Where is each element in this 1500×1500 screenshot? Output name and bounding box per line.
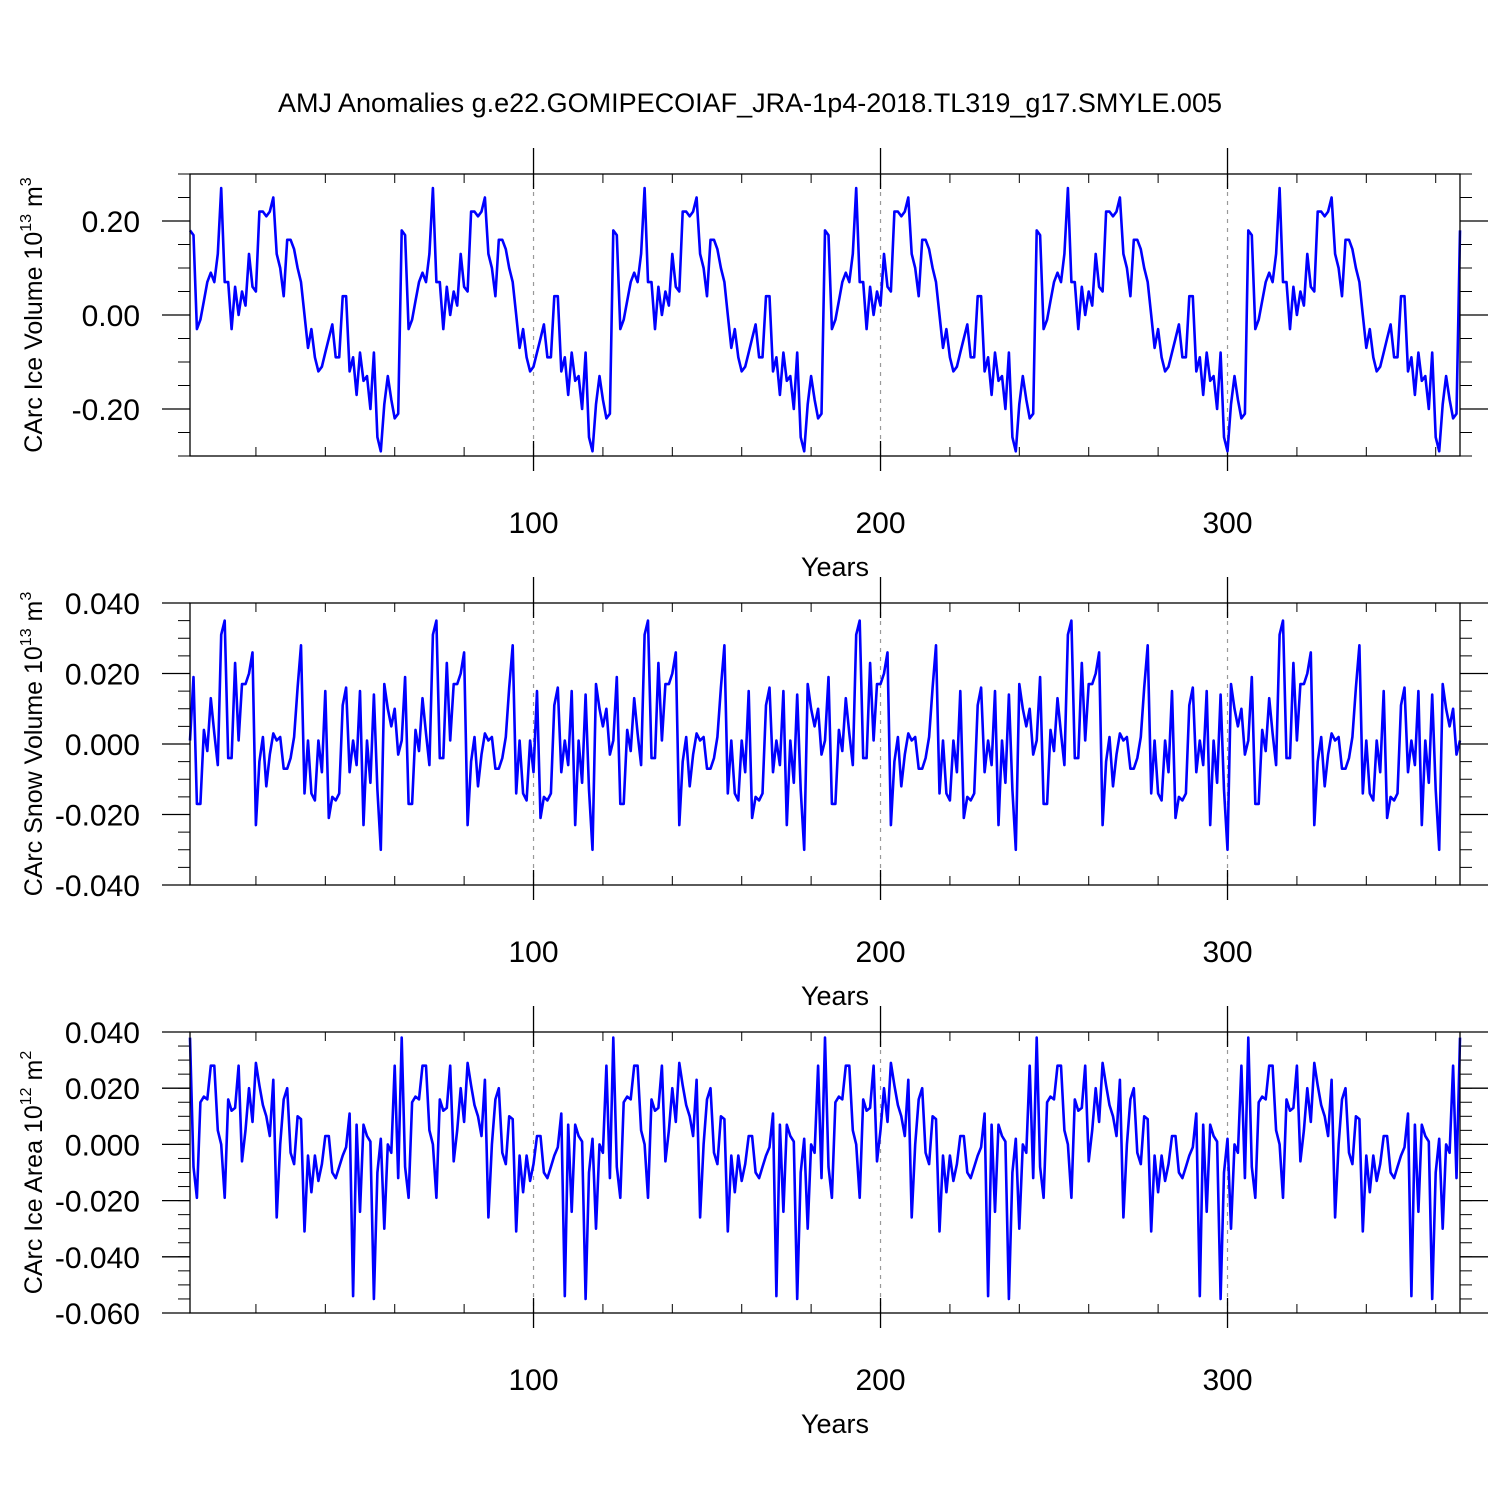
y-tick-label: -0.020 bbox=[55, 1186, 140, 1219]
x-tick-label: 200 bbox=[855, 936, 905, 969]
plot-frame bbox=[189, 1031, 1461, 1314]
y-axis-title: CArc Ice Volume 1013 m3 bbox=[18, 177, 48, 453]
y-axis-title-unit-exponent: 3 bbox=[18, 592, 35, 601]
y-axis-title-unit: m bbox=[20, 1060, 48, 1088]
y-tick-label: 0.00 bbox=[82, 300, 140, 333]
series-line bbox=[188, 1036, 1462, 1301]
y-axis-title: CArc Ice Area 1012 m2 bbox=[18, 1051, 48, 1295]
y-axis-title-exponent: 13 bbox=[18, 628, 35, 646]
y-axis-title-unit-exponent: 3 bbox=[18, 177, 35, 186]
y-tick-label: 0.020 bbox=[65, 659, 140, 692]
y-tick-label: -0.060 bbox=[55, 1298, 140, 1331]
y-tick-label: -0.040 bbox=[55, 1242, 140, 1275]
x-tick-label: 200 bbox=[855, 507, 905, 540]
x-tick-label: 100 bbox=[508, 936, 558, 969]
y-tick-label: -0.040 bbox=[55, 870, 140, 903]
x-axis-title: Years bbox=[801, 1409, 869, 1439]
series-line bbox=[188, 619, 1462, 852]
y-axis-title-text: CArc Ice Volume 10 bbox=[20, 232, 48, 453]
series-line bbox=[188, 186, 1462, 453]
y-axis-title-exponent: 13 bbox=[18, 214, 35, 232]
y-tick-label: 0.000 bbox=[65, 1129, 140, 1162]
y-tick-label: 0.000 bbox=[65, 729, 140, 762]
panel-snow-volume: 100 200 300 -0.040 -0.020 0.000 0.020 0.040 Year… bbox=[18, 577, 1488, 1011]
x-tick-label: 300 bbox=[1202, 1364, 1252, 1397]
x-tick-label: 100 bbox=[508, 507, 558, 540]
y-tick-label: -0.020 bbox=[55, 800, 140, 833]
panel-ice-volume: 100 200 300 -0.20 0.00 0.20 Years CArc Ice Volu… bbox=[18, 148, 1488, 582]
y-tick-label: 0.20 bbox=[82, 206, 140, 239]
y-axis-title: CArc Snow Volume 1013 m3 bbox=[18, 592, 48, 897]
panel-ice-area: 100 200 300 -0.060 -0.040 -0.020 0.000 0.020 0.0… bbox=[18, 1006, 1488, 1439]
plot-frame bbox=[189, 173, 1461, 457]
y-axis-title-text: CArc Snow Volume 10 bbox=[20, 646, 48, 896]
y-axis-title-unit-exponent: 2 bbox=[18, 1051, 35, 1060]
x-tick-label: 300 bbox=[1202, 507, 1252, 540]
y-axis-title-text: CArc Ice Area 10 bbox=[20, 1105, 48, 1294]
figure-title: AMJ Anomalies g.e22.GOMIPECOIAF_JRA-1p4-… bbox=[278, 88, 1222, 118]
y-tick-label: 0.040 bbox=[65, 588, 140, 621]
x-axis-title: Years bbox=[801, 552, 869, 582]
x-tick-label: 200 bbox=[855, 1364, 905, 1397]
x-tick-label: 300 bbox=[1202, 936, 1252, 969]
plot-frame bbox=[189, 602, 1461, 886]
y-axis-title-exponent: 12 bbox=[18, 1087, 35, 1105]
y-tick-label: 0.040 bbox=[65, 1017, 140, 1050]
y-axis-title-unit: m bbox=[20, 601, 48, 629]
y-axis-title-unit: m bbox=[20, 186, 48, 214]
y-tick-label: -0.20 bbox=[72, 394, 140, 427]
x-axis-title: Years bbox=[801, 981, 869, 1011]
x-tick-label: 100 bbox=[508, 1364, 558, 1397]
y-tick-label: 0.020 bbox=[65, 1073, 140, 1106]
